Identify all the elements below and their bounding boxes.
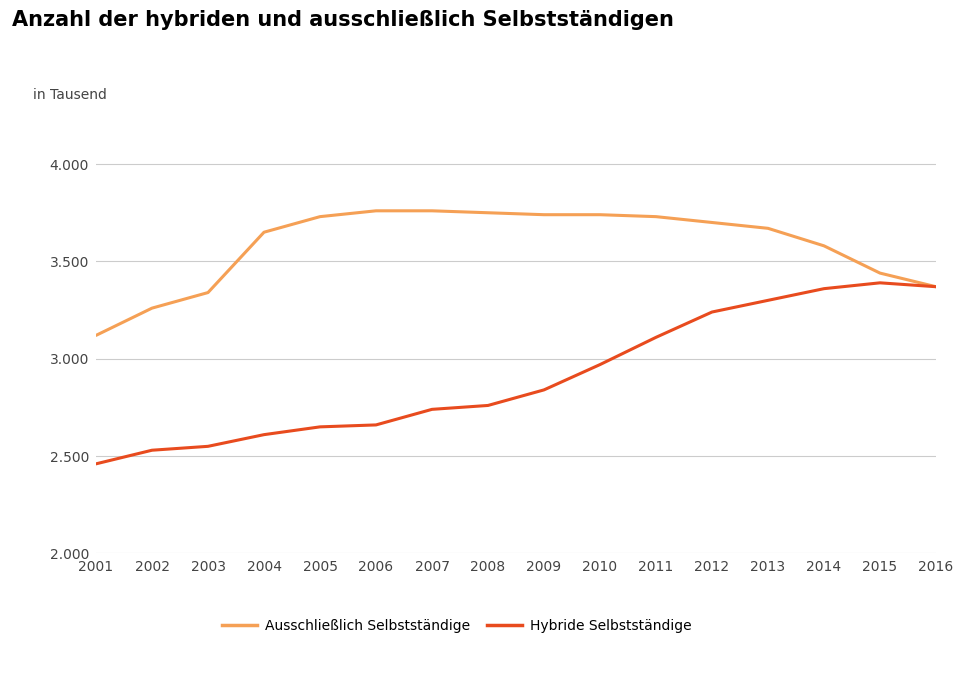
Legend: Ausschließlich Selbstständige, Hybride Selbstständige: Ausschließlich Selbstständige, Hybride S…: [217, 613, 698, 638]
Text: Anzahl der hybriden und ausschließlich Selbstständigen: Anzahl der hybriden und ausschließlich S…: [12, 10, 673, 30]
Text: © IfM Bonn 22 30113 01: © IfM Bonn 22 30113 01: [780, 661, 917, 670]
Text: in Tausend: in Tausend: [33, 88, 107, 103]
